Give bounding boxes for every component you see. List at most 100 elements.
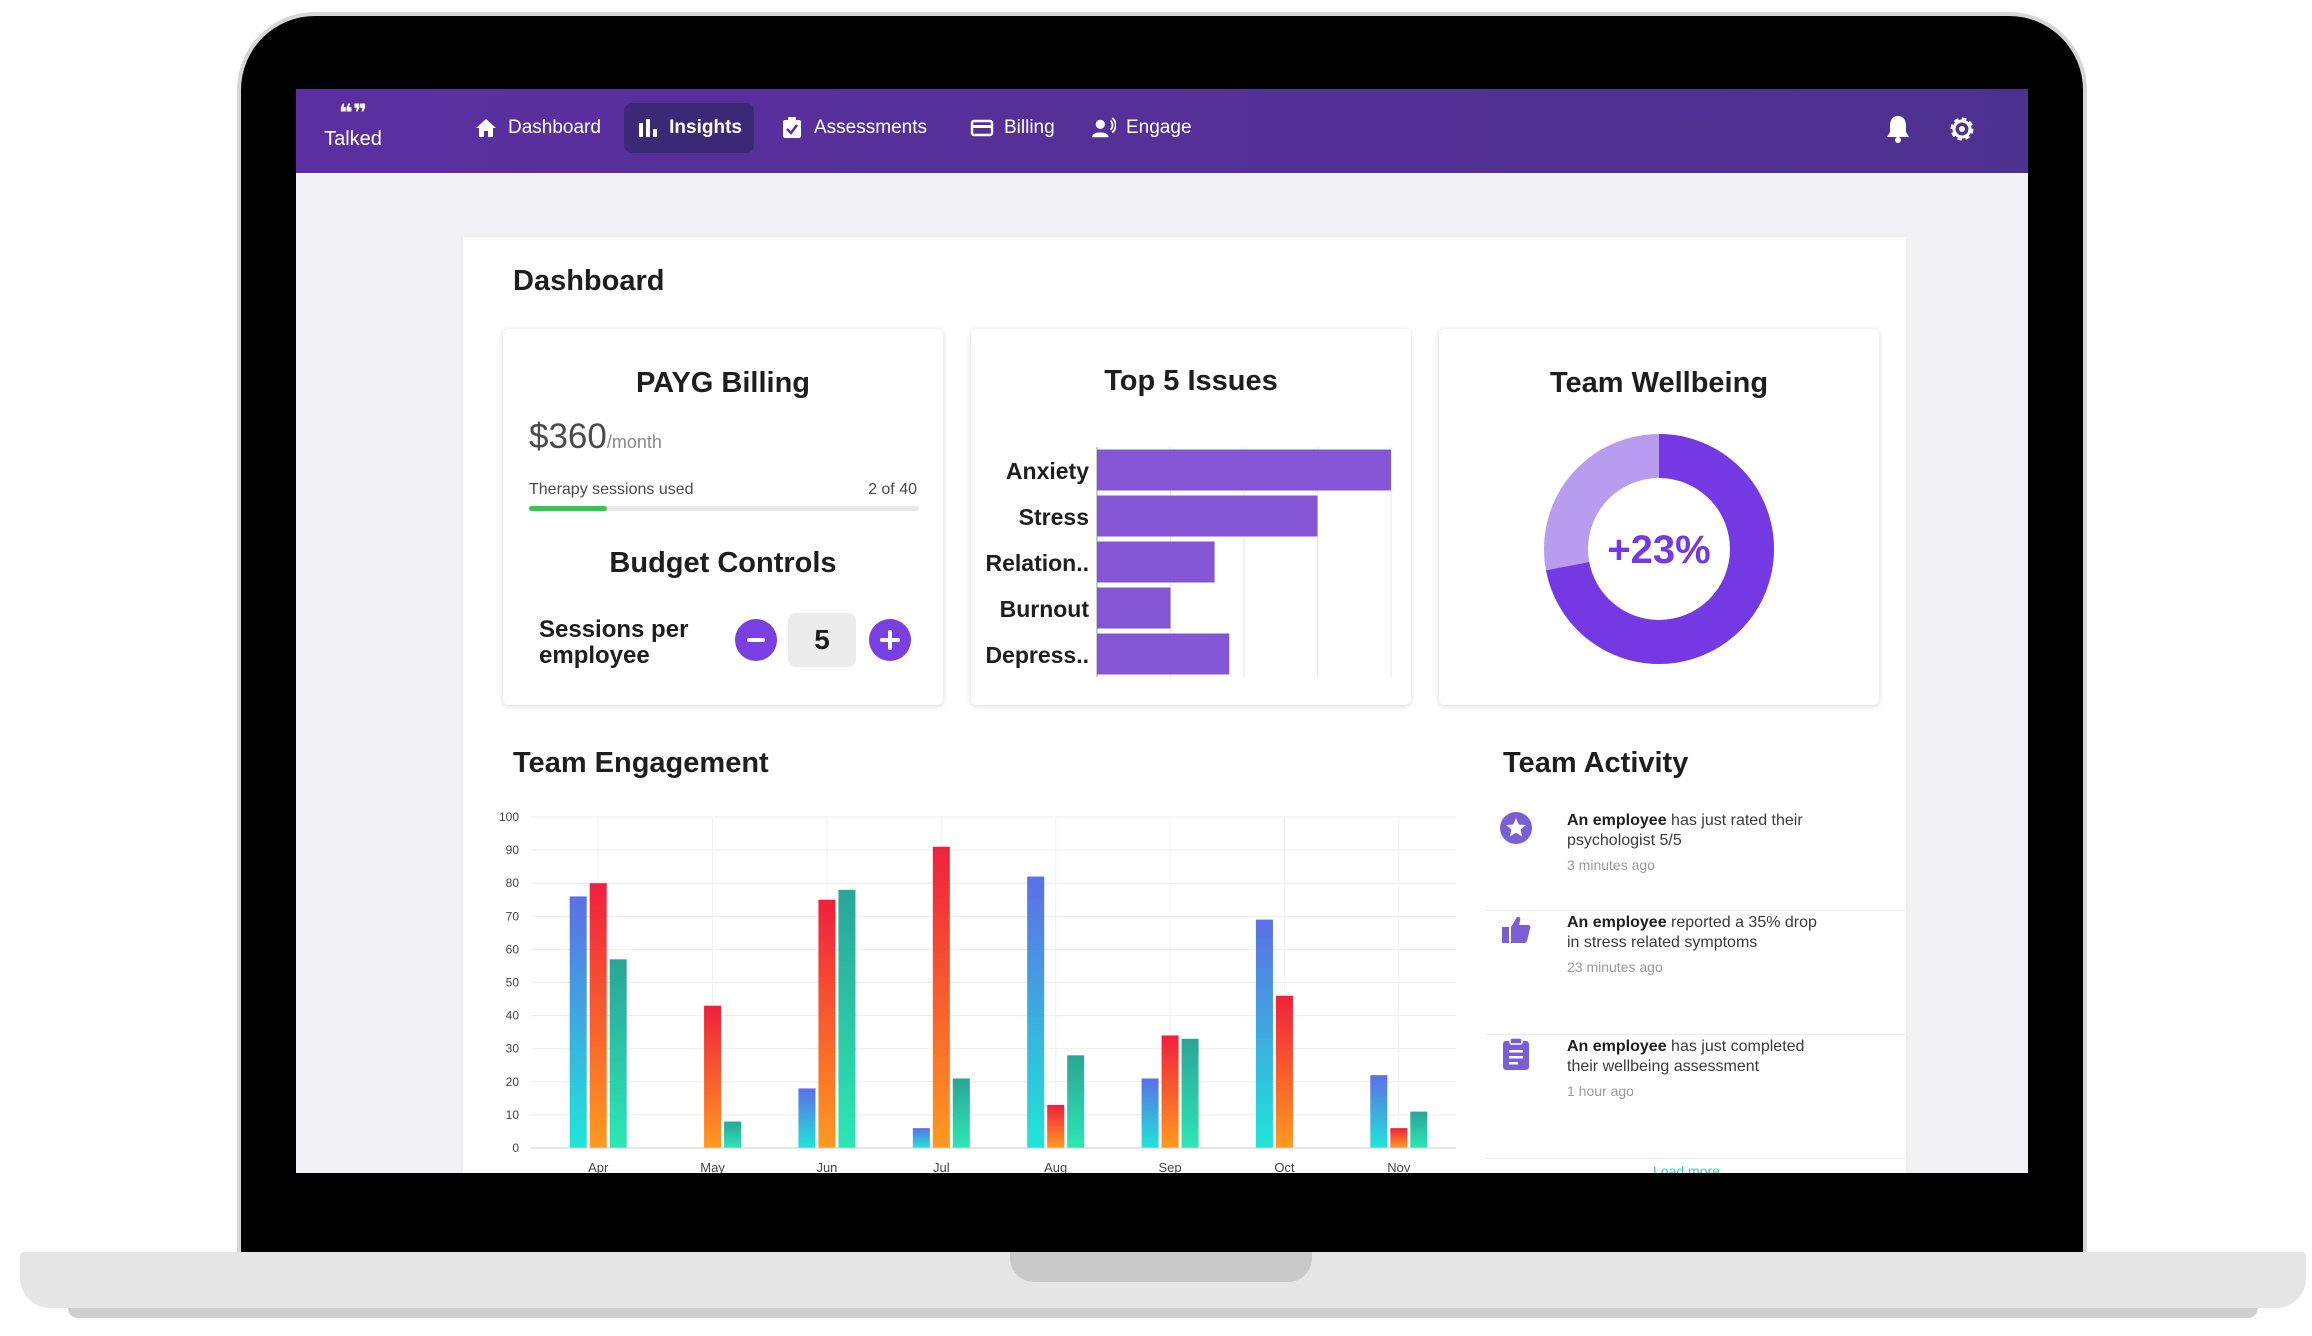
nav-engage[interactable]: Engage xyxy=(1080,103,1204,153)
engagement-bar xyxy=(1390,1128,1408,1148)
engagement-x-tick-label: Nov xyxy=(1387,1160,1411,1173)
issues-x-tick-label: 20 xyxy=(1384,687,1398,689)
activity-item[interactable]: An employee has just rated their psychol… xyxy=(1485,811,1905,911)
talked-logo[interactable]: ❝❞ Talked xyxy=(320,101,386,161)
issues-bar xyxy=(1097,449,1391,491)
activity-actor: An employee xyxy=(1567,1038,1667,1055)
person-voice-icon xyxy=(1092,116,1116,140)
activity-item[interactable]: An employee has just completed their wel… xyxy=(1485,1037,1905,1159)
thumbs-up-icon xyxy=(1499,913,1533,947)
activity-message: has just completed their wellbeing asses… xyxy=(1567,1038,1805,1075)
engagement-x-tick-label: Oct xyxy=(1274,1160,1295,1173)
issues-category-label: Relation.. xyxy=(985,550,1089,576)
issues-x-tick-label: 10 xyxy=(1237,687,1251,689)
engagement-bar xyxy=(798,1088,816,1148)
plus-icon xyxy=(880,630,900,650)
engagement-bar xyxy=(589,883,607,1148)
nav-insights[interactable]: Insights xyxy=(624,103,754,153)
activity-item[interactable]: An employee reported a 35% drop in stres… xyxy=(1485,913,1905,1035)
engagement-y-tick-label: 10 xyxy=(506,1108,520,1122)
engagement-x-tick-label: Jul xyxy=(933,1160,950,1173)
nav-billing-label: Billing xyxy=(1004,117,1055,138)
activity-text: An employee has just completed their wel… xyxy=(1567,1037,1827,1101)
donut-fill xyxy=(1544,434,1774,664)
engagement-y-tick-label: 20 xyxy=(506,1075,520,1089)
activity-actor: An employee xyxy=(1567,812,1667,829)
laptop-base-shadow xyxy=(68,1308,2258,1318)
nav-assessments-label: Assessments xyxy=(814,117,927,138)
main-content: Dashboard PAYG Billing $360/month Therap… xyxy=(463,237,1906,1173)
laptop-notch xyxy=(1010,1252,1312,1282)
issues-category-label: Burnout xyxy=(1000,596,1090,622)
price-unit: /month xyxy=(606,432,662,452)
price-value: $360 xyxy=(529,417,607,456)
engagement-y-tick-label: 80 xyxy=(506,876,520,890)
nav-assessments[interactable]: Assessments xyxy=(768,103,939,153)
page-title: Dashboard xyxy=(513,265,665,297)
sessions-progress-bar xyxy=(529,506,919,511)
nav-billing[interactable]: Billing xyxy=(958,103,1067,153)
engagement-bar xyxy=(704,1005,722,1148)
issues-x-tick-label: 15 xyxy=(1310,687,1324,689)
nav-dashboard[interactable]: Dashboard xyxy=(462,103,613,153)
engagement-y-tick-label: 90 xyxy=(506,843,520,857)
issues-x-tick-label: 5 xyxy=(1167,687,1174,689)
engagement-bar xyxy=(1370,1075,1388,1148)
issues-category-label: Depress.. xyxy=(985,642,1089,668)
issues-x-tick-label: 0 xyxy=(1093,687,1100,689)
logo-text: Talked xyxy=(324,128,382,150)
payg-billing-title: PAYG Billing xyxy=(635,367,811,399)
nav-insights-label: Insights xyxy=(669,117,742,138)
minus-icon xyxy=(747,638,765,642)
app-screen: ❝❞ Talked Dashboard Insights Assessments xyxy=(296,89,2028,1173)
load-more-link[interactable]: Load more xyxy=(1653,1163,1720,1173)
engagement-y-tick-label: 30 xyxy=(506,1042,520,1056)
engagement-x-tick-label: May xyxy=(700,1160,725,1173)
activity-message: has just rated their psychologist 5/5 xyxy=(1567,812,1803,849)
issues-bar xyxy=(1097,541,1215,583)
nav-dashboard-label: Dashboard xyxy=(508,117,601,138)
engagement-bar xyxy=(1181,1038,1199,1148)
engagement-bar xyxy=(1255,919,1273,1148)
team-engagement-chart: 0 10 20 30 40 50 60 70 80 90 100 Apr May Jun Jul Aug Sep… xyxy=(499,810,1456,1173)
engagement-bar xyxy=(609,959,627,1148)
increment-button[interactable] xyxy=(869,619,911,661)
activity-actor: An employee xyxy=(1567,914,1667,931)
clipboard-check-icon xyxy=(780,116,804,140)
wellbeing-donut: +23% xyxy=(1544,434,1774,664)
bell-icon[interactable] xyxy=(1880,111,1916,147)
team-engagement-title: Team Engagement xyxy=(513,747,769,779)
clipboard-icon xyxy=(1499,1037,1533,1071)
engagement-y-tick-label: 50 xyxy=(506,976,520,990)
engagement-bar xyxy=(724,1121,742,1148)
engagement-bar xyxy=(1141,1078,1159,1148)
home-icon xyxy=(474,116,498,140)
engagement-y-tick-label: 100 xyxy=(499,810,519,824)
price: $360/month xyxy=(529,417,662,457)
engagement-bar xyxy=(1275,995,1293,1148)
decrement-button[interactable] xyxy=(735,619,777,661)
activity-time: 1 hour ago xyxy=(1567,1083,1634,1099)
nav-engage-label: Engage xyxy=(1126,117,1192,138)
therapy-sessions-label: Therapy sessions used xyxy=(529,481,694,498)
sessions-progress-fill xyxy=(529,506,607,511)
credit-card-icon xyxy=(970,116,994,140)
engagement-bar xyxy=(912,1128,930,1148)
engagement-bar xyxy=(569,896,587,1148)
issues-bar xyxy=(1097,495,1318,537)
engagement-bar xyxy=(1410,1111,1428,1148)
engagement-y-tick-label: 40 xyxy=(506,1009,520,1023)
engagement-y-tick-label: 70 xyxy=(506,909,520,923)
sessions-per-employee-value[interactable]: 5 xyxy=(788,613,856,667)
top-issues-title: Top 5 Issues xyxy=(1104,365,1278,397)
engagement-bar xyxy=(1161,1035,1179,1148)
engagement-bar xyxy=(838,889,856,1148)
therapy-sessions-count: 2 of 40 xyxy=(868,481,917,498)
engagement-bar xyxy=(952,1078,970,1148)
gear-icon[interactable] xyxy=(1944,111,1980,147)
bar-chart-icon xyxy=(636,116,659,140)
engagement-bar xyxy=(818,899,836,1148)
activity-text: An employee has just rated their psychol… xyxy=(1567,811,1827,875)
payg-billing-card: PAYG Billing $360/month Therapy sessions… xyxy=(503,329,943,705)
top-navigation-bar: ❝❞ Talked Dashboard Insights Assessments xyxy=(296,89,2028,173)
